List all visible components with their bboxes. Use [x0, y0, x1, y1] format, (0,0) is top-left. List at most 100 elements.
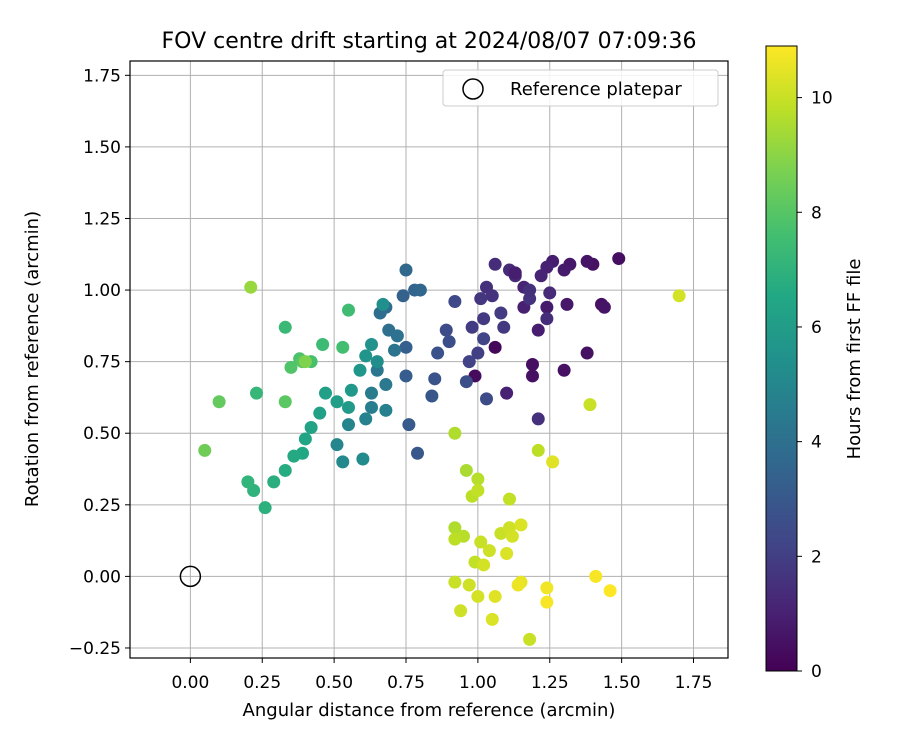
y-tick-label: 0.75: [83, 353, 121, 373]
scatter-point: [531, 412, 545, 426]
scatter-point: [540, 581, 554, 595]
scatter-point: [448, 295, 462, 309]
x-tick-label: 0.25: [243, 673, 281, 693]
y-tick-label: 0.50: [83, 424, 121, 444]
chart-title: FOV centre drift starting at 2024/08/07 …: [162, 29, 697, 54]
scatter-point: [557, 263, 571, 277]
scatter-point: [477, 312, 491, 326]
scatter-point: [531, 323, 545, 337]
scatter-point: [459, 375, 473, 389]
scatter-point: [442, 335, 456, 349]
scatter-point: [304, 421, 318, 435]
scatter-point: [342, 418, 355, 432]
x-tick-label: 1.75: [675, 673, 713, 693]
scatter-point: [448, 575, 462, 589]
scatter-point: [597, 300, 611, 314]
scatter-point: [379, 378, 393, 392]
scatter-point: [534, 269, 548, 283]
scatter-point: [672, 289, 686, 303]
scatter-point: [526, 369, 539, 383]
scatter-point: [471, 483, 485, 497]
scatter-point: [603, 584, 617, 598]
scatter-point: [531, 443, 545, 457]
scatter-point: [526, 358, 539, 372]
x-tick-label: 1.00: [459, 673, 497, 693]
scatter-point: [454, 604, 468, 618]
colorbar-ticks: 0 2 4 6 8 10: [797, 89, 833, 682]
scatter-point: [287, 449, 301, 463]
scatter-point: [471, 346, 485, 360]
scatter-point: [488, 257, 502, 271]
scatter-point: [244, 280, 258, 294]
legend-reference-marker: [462, 78, 484, 100]
scatter-point: [471, 472, 485, 486]
scatter-point: [298, 355, 312, 369]
scatter-point: [250, 386, 263, 400]
scatter-point: [494, 306, 508, 320]
scatter-point: [546, 455, 560, 469]
legend-label-reference: Reference platepar: [510, 79, 682, 100]
scatter-point: [485, 289, 499, 303]
colorbar-gradient: [765, 45, 798, 672]
scatter-point: [488, 589, 502, 603]
scatter-point: [523, 632, 537, 646]
scatter-point: [514, 518, 528, 532]
scatter-point: [612, 252, 626, 266]
scatter-point: [267, 475, 281, 489]
scatter-point: [278, 395, 292, 409]
scatter-point: [399, 263, 413, 277]
scatter-point: [540, 312, 554, 326]
colorbar-tick-label: 6: [811, 318, 822, 338]
colorbar-tick-label: 8: [811, 203, 822, 223]
scatter-point: [278, 463, 292, 477]
scatter-point: [370, 355, 384, 369]
scatter-point: [388, 343, 401, 357]
scatter-point: [278, 320, 292, 334]
colorbar-tick-label: 2: [811, 547, 822, 567]
scatter-point: [439, 323, 453, 337]
y-tick-label: 1.00: [83, 281, 121, 301]
scatter-point: [411, 446, 424, 460]
y-axis-title: Rotation from reference (arcmin): [22, 211, 43, 507]
scatter-point: [482, 544, 496, 558]
scatter-point: [379, 403, 393, 417]
scatter-point: [336, 340, 350, 354]
scatter-point: [580, 346, 594, 360]
scatter-point: [462, 355, 476, 369]
scatter-point: [589, 569, 603, 583]
scatter-point: [431, 346, 445, 360]
y-tick-label: 1.50: [83, 138, 121, 158]
scatter-point: [396, 289, 410, 303]
scatter-point: [313, 406, 327, 420]
scatter-point: [336, 455, 350, 469]
scatter-point: [462, 578, 476, 592]
scatter-point: [365, 400, 378, 414]
scatter-point: [523, 283, 537, 297]
y-tick-label: 0.25: [83, 496, 121, 516]
scatter-point: [448, 532, 462, 546]
reference-point-marker: [179, 565, 202, 588]
scatter-point: [505, 529, 519, 543]
scatter-point: [359, 349, 373, 363]
scatter-point: [330, 395, 344, 409]
scatter-point: [399, 340, 413, 354]
scatter-point: [284, 360, 298, 374]
scatter-point: [353, 363, 367, 377]
scatter-point: [344, 383, 358, 397]
y-tick-label: 0.00: [83, 567, 121, 587]
scatter-point: [198, 443, 212, 457]
y-tick-label: 1.25: [83, 209, 121, 229]
scatter-point: [399, 369, 413, 383]
scatter-point: [474, 292, 488, 306]
scatter-point: [258, 501, 272, 515]
scatter-point: [448, 426, 462, 440]
scatter-point: [359, 412, 373, 426]
scatter-point: [465, 320, 479, 334]
colorbar-tick-label: 10: [811, 89, 833, 109]
x-tick-label: 0.00: [171, 673, 209, 693]
scatter-point: [474, 535, 488, 549]
scatter-point: [365, 337, 378, 351]
grid-lines: [130, 61, 728, 658]
scatter-point: [477, 332, 491, 346]
